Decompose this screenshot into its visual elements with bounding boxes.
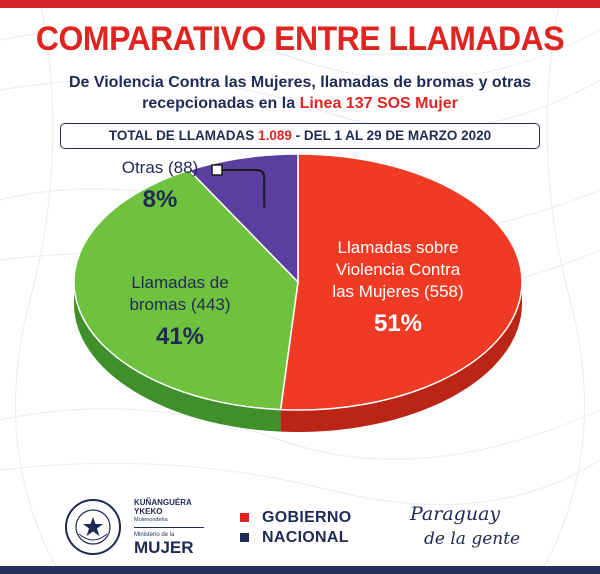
slice-label-0-line-0: Llamadas sobre — [338, 238, 459, 257]
mujer-logo-line5: MUJER — [134, 538, 194, 557]
pie-slice-side-0-0 — [280, 282, 522, 432]
gobierno-line2: NACIONAL — [262, 529, 349, 546]
slogan-line2: de la gente — [424, 529, 520, 549]
national-seal-icon — [65, 499, 121, 555]
subtitle-line1: De Violencia Contra las Mujeres, llamada… — [68, 74, 532, 91]
mujer-logo-line1: KUÑANGUÉRA — [134, 498, 192, 507]
leader-line — [222, 169, 266, 208]
subtitle: De Violencia Contra las Mujeres, llamada… — [40, 72, 560, 114]
page-title: COMPARATIVO ENTRE LLAMADAS — [35, 20, 565, 58]
slice-label-0-line-1: Violencia Contra — [336, 260, 461, 279]
slice-label-2-line-0: Otras (88) — [122, 158, 199, 177]
subtitle-line2-highlight: Linea 137 SOS Mujer — [299, 95, 458, 112]
mujer-logo-line3: Motenondeha — [134, 517, 168, 523]
slice-label-1-line-1: bromas (443) — [129, 295, 230, 314]
pie-slice-0 — [279, 153, 523, 411]
subtitle-line2: recepcionadas en la Linea 137 SOS Mujer — [40, 93, 560, 114]
slice-percent-0: 51% — [374, 310, 422, 337]
pie-chart: Llamadas sobre Violencia Contra las Mujere… — [73, 153, 523, 432]
total-suffix: - DEL 1 AL 29 DE MARZO 2020 — [291, 128, 492, 143]
total-prefix: TOTAL DE LLAMADAS — [108, 128, 259, 143]
navy-square-icon — [240, 533, 249, 542]
footer: KUÑANGUÉRA YKEKO Motenondeha Ministerio … — [0, 486, 600, 566]
ministerio-mujer-logo: KUÑANGUÉRA YKEKO Motenondeha Ministerio … — [134, 498, 214, 557]
gobierno-line1: GOBIERNO — [262, 509, 352, 526]
mujer-logo-divider — [134, 527, 204, 528]
gobierno-nacional-logo: GOBIERNO NACIONAL — [240, 508, 380, 548]
pie-slice-1 — [73, 169, 299, 411]
paraguay-de-la-gente-logo: Paraguay de la gente — [409, 503, 520, 549]
total-calls-box: TOTAL DE LLAMADAS 1.089 - DEL 1 AL 29 DE… — [60, 123, 540, 149]
mujer-logo-line2: YKEKO — [134, 507, 163, 516]
slice-percent-1: 41% — [156, 323, 204, 350]
top-color-bar — [0, 0, 600, 8]
red-square-icon — [240, 513, 249, 522]
subtitle-line2-prefix: recepcionadas en la — [142, 95, 300, 112]
slice-percent-2: 8% — [143, 186, 178, 213]
mujer-logo-line4: Ministerio de la — [134, 532, 175, 538]
slogan-line1: Paraguay — [409, 503, 500, 525]
total-number: 1.089 — [258, 128, 292, 143]
bottom-color-bar — [0, 566, 600, 574]
slice-label-1-line-0: Llamadas de — [131, 273, 228, 292]
slice-label-0-line-2: las Mujeres (558) — [332, 282, 463, 301]
leader-box-icon — [211, 164, 223, 176]
pie-slice-2 — [187, 153, 299, 284]
